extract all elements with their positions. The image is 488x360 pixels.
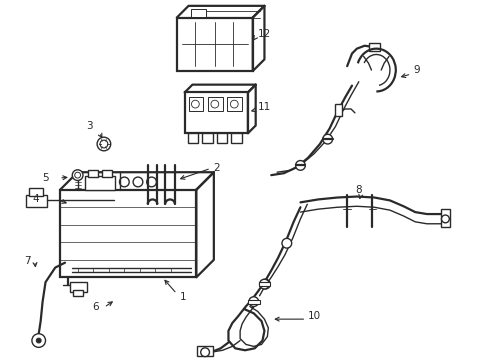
Circle shape bbox=[72, 170, 83, 180]
Text: 11: 11 bbox=[257, 102, 270, 112]
Circle shape bbox=[441, 215, 448, 223]
Circle shape bbox=[97, 137, 110, 151]
Circle shape bbox=[100, 140, 107, 148]
Bar bbox=[227, 97, 242, 111]
Circle shape bbox=[36, 338, 41, 343]
Bar bbox=[29, 188, 42, 195]
Circle shape bbox=[210, 100, 218, 108]
Circle shape bbox=[119, 177, 129, 187]
Text: 10: 10 bbox=[307, 311, 321, 321]
Bar bbox=[216, 133, 227, 143]
Text: 12: 12 bbox=[257, 29, 270, 39]
Bar bbox=[73, 290, 82, 296]
Circle shape bbox=[146, 177, 156, 187]
Bar bbox=[88, 170, 98, 177]
Bar bbox=[197, 346, 212, 356]
Text: 5: 5 bbox=[42, 173, 49, 183]
Circle shape bbox=[200, 348, 209, 357]
Text: 1: 1 bbox=[180, 292, 186, 302]
Circle shape bbox=[230, 100, 238, 108]
Circle shape bbox=[260, 279, 270, 289]
Circle shape bbox=[259, 279, 269, 289]
Bar bbox=[177, 18, 252, 71]
Bar bbox=[102, 170, 111, 177]
Text: 2: 2 bbox=[212, 163, 219, 173]
Circle shape bbox=[282, 238, 291, 248]
Circle shape bbox=[75, 172, 81, 178]
Bar bbox=[188, 97, 203, 111]
Bar bbox=[207, 97, 222, 111]
Bar bbox=[60, 190, 196, 277]
Bar bbox=[247, 300, 259, 303]
Bar bbox=[258, 282, 270, 286]
Circle shape bbox=[322, 134, 332, 144]
Bar bbox=[187, 133, 198, 143]
Bar bbox=[26, 195, 47, 207]
Bar bbox=[70, 282, 87, 292]
Circle shape bbox=[295, 161, 305, 170]
Text: 6: 6 bbox=[92, 302, 99, 312]
Circle shape bbox=[191, 100, 199, 108]
Text: 3: 3 bbox=[86, 121, 93, 131]
Bar bbox=[184, 93, 247, 133]
Circle shape bbox=[32, 334, 45, 347]
Bar bbox=[368, 43, 380, 51]
Text: 9: 9 bbox=[412, 65, 419, 75]
Bar bbox=[85, 176, 114, 190]
Text: 4: 4 bbox=[33, 194, 40, 204]
Bar bbox=[231, 133, 242, 143]
Bar bbox=[202, 133, 212, 143]
Bar bbox=[334, 104, 342, 116]
Text: 8: 8 bbox=[354, 185, 361, 195]
Circle shape bbox=[133, 177, 142, 187]
Circle shape bbox=[248, 297, 258, 306]
Text: 7: 7 bbox=[24, 256, 31, 266]
Bar bbox=[191, 9, 205, 17]
Bar bbox=[440, 209, 449, 227]
